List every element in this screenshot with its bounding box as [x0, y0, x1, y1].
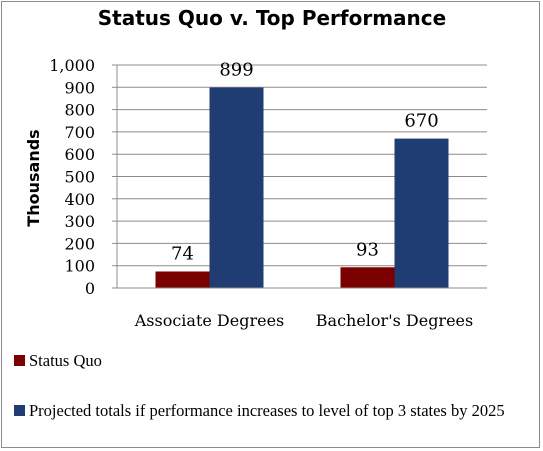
legend-swatch-projected	[14, 405, 25, 416]
legend-item-projected: Projected totals if performance increase…	[14, 401, 524, 421]
y-axis-ticks: 0 100 200 300 400 500 600 700 800 900 1,000	[49, 56, 95, 298]
y-tick-label: 500	[64, 168, 95, 187]
data-labels: 74 93 899 670	[171, 60, 439, 265]
x-category-label: Bachelor's Degrees	[316, 311, 473, 330]
y-tick-label: 800	[64, 101, 95, 120]
bars	[155, 87, 449, 288]
legend-item-status-quo: Status Quo	[14, 351, 524, 371]
y-tick-label: 0	[85, 279, 95, 298]
legend-label-status-quo: Status Quo	[29, 351, 102, 370]
data-label: 899	[219, 60, 253, 81]
data-label: 93	[356, 239, 379, 260]
legend-label-projected: Projected totals if performance increase…	[29, 401, 505, 420]
chart-title: Status Quo v. Top Performance	[98, 6, 446, 30]
y-tick-label: 700	[64, 123, 95, 142]
data-label: 74	[171, 243, 194, 264]
y-tick-label: 100	[64, 257, 95, 276]
bar-1-1	[394, 138, 449, 288]
y-tick-label: 600	[64, 145, 95, 164]
y-tick-label: 300	[64, 212, 95, 231]
legend-swatch-status-quo	[14, 355, 25, 366]
y-tick-label: 900	[64, 78, 95, 97]
bar-0-1	[209, 87, 264, 288]
x-axis-categories: Associate Degrees Bachelor's Degrees	[134, 311, 474, 330]
y-tick-label: 200	[64, 234, 95, 253]
y-tick-label: 400	[64, 190, 95, 209]
data-label: 670	[404, 111, 438, 132]
bar-1-0	[340, 267, 395, 288]
bar-0-0	[155, 271, 210, 288]
y-axis-label: Thousands	[24, 129, 43, 226]
y-tick-label: 1,000	[49, 56, 95, 75]
x-category-label: Associate Degrees	[134, 311, 285, 330]
